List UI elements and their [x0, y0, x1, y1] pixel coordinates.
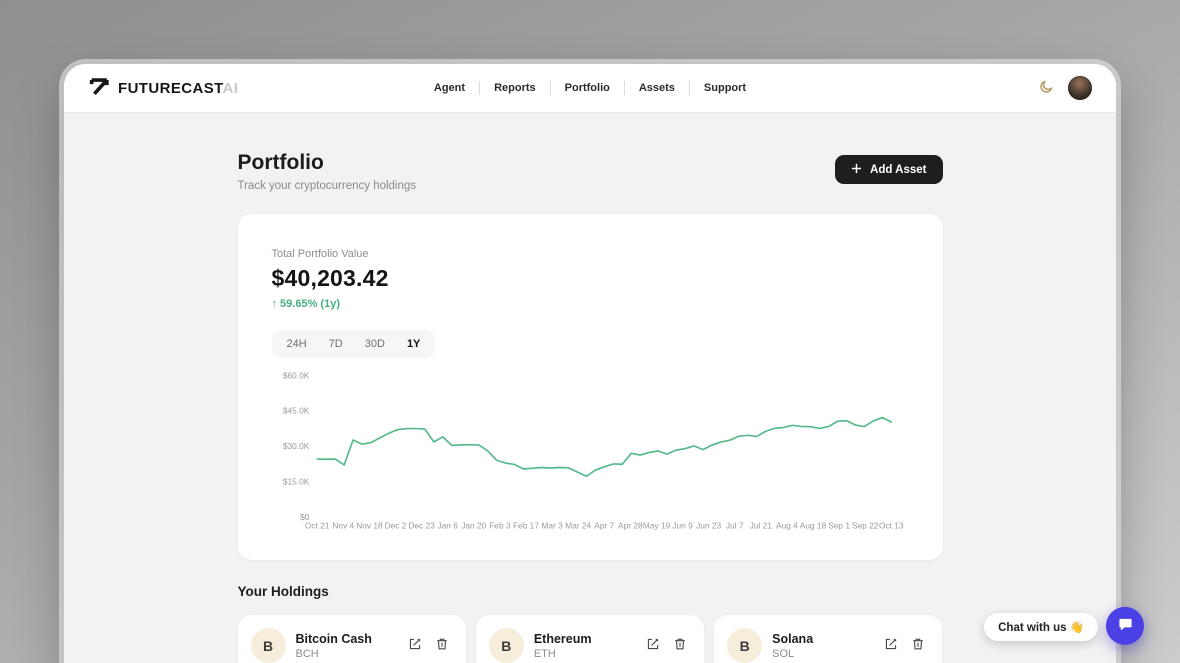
svg-text:Nov 18: Nov 18	[356, 521, 383, 531]
coin-name: Ethereum	[533, 631, 592, 646]
app-header: FUTURECASTAI Agent Reports Portfolio Ass…	[64, 64, 1116, 113]
holdings-grid: B Bitcoin Cash BCH AI	[237, 615, 943, 663]
total-value-label: Total Portfolio Value	[271, 248, 369, 260]
nav-item-support[interactable]: Support	[688, 81, 760, 95]
svg-text:Jan 20: Jan 20	[461, 521, 486, 531]
moon-icon	[1039, 79, 1054, 97]
add-asset-button[interactable]: Add Asset	[835, 155, 943, 184]
delete-asset-button[interactable]	[435, 637, 449, 654]
page-subtitle: Track your cryptocurrency holdings	[237, 180, 417, 192]
time-range-tabs: 24H 7D 30D 1Y	[271, 330, 436, 358]
svg-text:Aug 4: Aug 4	[776, 521, 798, 531]
trash-icon	[673, 637, 687, 654]
svg-text:Feb 3: Feb 3	[489, 521, 511, 531]
coin-name: Bitcoin Cash	[295, 631, 372, 646]
svg-text:Oct 21: Oct 21	[304, 521, 329, 531]
app-window: FUTURECASTAI Agent Reports Portfolio Ass…	[64, 64, 1116, 663]
range-tab-1y[interactable]: 1Y	[396, 332, 431, 356]
holdings-heading: Your Holdings	[237, 584, 329, 599]
range-tab-30d[interactable]: 30D	[354, 332, 396, 356]
svg-text:Mar 24: Mar 24	[565, 521, 591, 531]
svg-text:$45.0K: $45.0K	[282, 406, 309, 416]
coin-name: Solana	[772, 631, 814, 646]
svg-text:Jul 7: Jul 7	[725, 521, 743, 531]
chat-bubble-icon	[1117, 616, 1134, 636]
edit-asset-button[interactable]	[408, 637, 422, 654]
svg-text:Jun 9: Jun 9	[672, 521, 693, 531]
chat-widget: Chat with us 👋	[984, 606, 1144, 645]
svg-text:$0: $0	[300, 512, 310, 522]
nav-item-assets[interactable]: Assets	[623, 81, 689, 95]
edit-pencil-icon	[884, 637, 898, 654]
svg-text:Apr 28: Apr 28	[618, 521, 643, 531]
svg-text:Feb 17: Feb 17	[512, 521, 538, 531]
plus-icon	[851, 163, 862, 177]
svg-text:Apr 7: Apr 7	[594, 521, 614, 531]
arrow-up-right-logo-icon	[88, 75, 110, 102]
coin-symbol: SOL	[772, 647, 795, 660]
edit-asset-button[interactable]	[646, 637, 660, 654]
edit-asset-button[interactable]	[884, 637, 898, 654]
svg-text:Aug 18: Aug 18	[799, 521, 826, 531]
portfolio-line-chart: $0 $15.0K $30.0K $45.0K $60.0K Oct 21 Nov 4 Nov…	[282, 370, 904, 531]
svg-text:Jul 21: Jul 21	[749, 521, 772, 531]
coin-avatar: B	[488, 628, 524, 663]
coin-symbol: ETH	[533, 647, 556, 660]
svg-text:Nov 4: Nov 4	[332, 521, 354, 531]
brand-logo[interactable]: FUTURECASTAI	[88, 75, 238, 102]
svg-text:$15.0K: $15.0K	[282, 476, 309, 486]
svg-text:Dec 23: Dec 23	[408, 521, 435, 531]
coin-symbol: BCH	[295, 647, 319, 660]
dark-mode-toggle[interactable]	[1039, 79, 1054, 97]
page-head: Portfolio Track your cryptocurrency hold…	[238, 151, 943, 192]
range-tab-24h[interactable]: 24H	[276, 332, 318, 356]
edit-pencil-icon	[408, 637, 422, 654]
edit-pencil-icon	[646, 637, 660, 654]
svg-text:Jan 6: Jan 6	[437, 521, 458, 531]
svg-text:$60.0K: $60.0K	[282, 370, 309, 380]
chart-area: $0 $15.0K $30.0K $45.0K $60.0K Oct 21 Nov 4 Nov…	[272, 368, 909, 534]
user-avatar[interactable]	[1068, 76, 1092, 100]
svg-text:Mar 3: Mar 3	[541, 521, 563, 531]
portfolio-value-card: Total Portfolio Value $40,203.42 ↑ 59.65…	[237, 214, 943, 560]
coin-avatar: B	[250, 628, 286, 663]
range-tab-7d[interactable]: 7D	[318, 332, 354, 356]
holding-card-solana: B Solana SOL AI Score:	[714, 615, 943, 663]
delete-asset-button[interactable]	[911, 637, 925, 654]
svg-text:May 19: May 19	[642, 521, 670, 531]
svg-text:Sep 1: Sep 1	[828, 521, 850, 531]
brand-name: FUTURECASTAI	[118, 79, 239, 97]
main-content: Portfolio Track your cryptocurrency hold…	[237, 113, 943, 663]
svg-text:$30.0K: $30.0K	[282, 441, 309, 451]
delete-asset-button[interactable]	[673, 637, 687, 654]
nav-item-portfolio[interactable]: Portfolio	[549, 81, 624, 95]
page-title-block: Portfolio Track your cryptocurrency hold…	[238, 151, 417, 192]
svg-text:Jun 23: Jun 23	[696, 521, 721, 531]
nav-item-reports[interactable]: Reports	[479, 81, 550, 95]
holding-card-ethereum: B Ethereum ETH AI Scor	[475, 615, 705, 663]
svg-text:Sep 22: Sep 22	[851, 521, 878, 531]
main-nav: Agent Reports Portfolio Assets Support	[420, 81, 760, 95]
svg-text:Oct 13: Oct 13	[879, 521, 904, 531]
coin-avatar: B	[727, 628, 763, 663]
svg-text:Dec 2: Dec 2	[384, 521, 406, 531]
trash-icon	[911, 637, 925, 654]
nav-item-agent[interactable]: Agent	[433, 82, 466, 94]
value-change-badge: ↑ 59.65% (1y)	[271, 298, 340, 310]
page-title: Portfolio	[237, 151, 324, 174]
holding-card-bitcoin-cash: B Bitcoin Cash BCH AI	[237, 615, 466, 663]
chat-launcher-button[interactable]	[1106, 606, 1144, 645]
brand-suffix: AI	[222, 79, 239, 97]
total-portfolio-value: $40,203.42	[271, 265, 389, 291]
trash-icon	[435, 637, 449, 654]
chat-with-us-button[interactable]: Chat with us 👋	[984, 613, 1098, 641]
header-right	[1039, 76, 1092, 100]
